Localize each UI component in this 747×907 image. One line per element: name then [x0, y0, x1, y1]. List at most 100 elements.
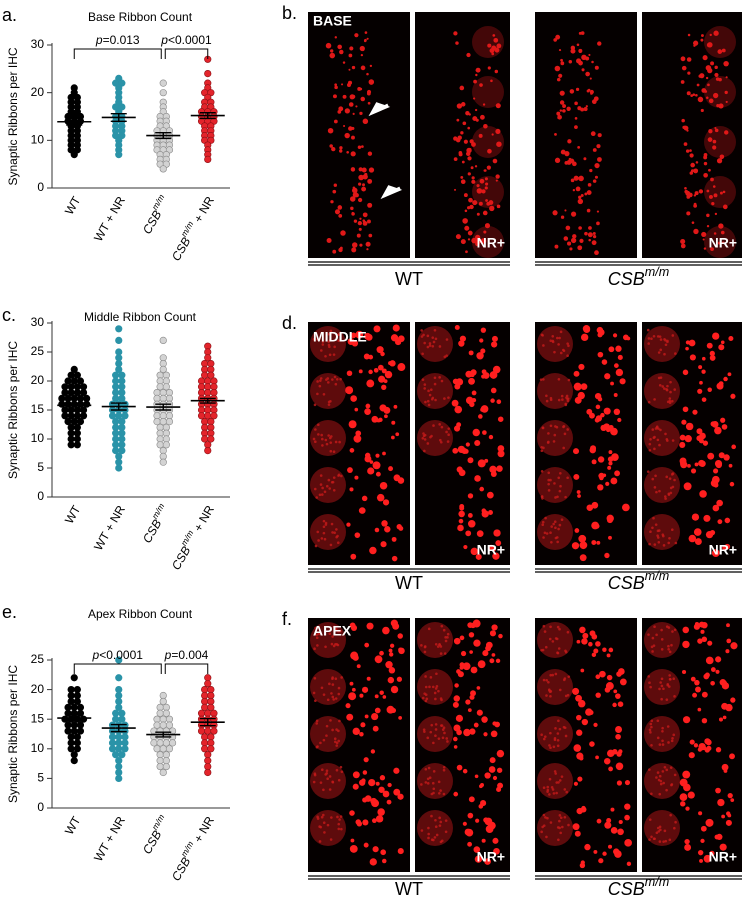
ribbon-dot: [715, 656, 722, 663]
puncta: [554, 772, 558, 775]
ribbon-dot: [578, 534, 587, 543]
ribbon-dot: [344, 108, 350, 114]
text-run: <0.0001: [99, 648, 143, 662]
ribbon-dot: [484, 177, 488, 181]
ribbon-dot: [474, 475, 481, 482]
ribbon-dot: [685, 149, 690, 153]
ribbon-dot: [622, 503, 630, 512]
ribbon-dot: [573, 448, 580, 455]
puncta: [549, 625, 552, 629]
ribbon-dot: [583, 107, 588, 112]
ribbon-dot: [482, 650, 489, 657]
puncta: [438, 791, 441, 795]
puncta: [657, 778, 661, 782]
x-tick-label: WT: [62, 194, 84, 218]
ribbon-dot: [707, 137, 713, 142]
ribbon-dot: [478, 201, 483, 206]
puncta: [554, 727, 557, 730]
puncta: [338, 440, 341, 444]
ribbon-dot: [378, 375, 386, 383]
puncta: [667, 644, 670, 648]
puncta: [337, 822, 341, 826]
puncta: [551, 334, 555, 338]
puncta: [553, 482, 556, 485]
puncta: [338, 818, 341, 821]
significance-bracket: [73, 48, 162, 59]
ribbon-dot: [619, 678, 627, 686]
puncta: [548, 744, 551, 747]
ribbon-dot: [580, 107, 585, 112]
ribbon-dot: [594, 65, 599, 70]
ribbon-dot: [682, 770, 691, 779]
x-tick-label: WT + NR: [91, 814, 128, 864]
ribbon-dot: [348, 126, 353, 131]
puncta: [558, 489, 562, 493]
ribbon-dot: [729, 481, 735, 487]
ribbon-dot: [349, 46, 354, 51]
puncta: [668, 677, 672, 681]
ribbon-dot: [576, 490, 581, 494]
ribbon-dot: [712, 504, 720, 512]
puncta: [658, 825, 662, 829]
puncta: [659, 428, 662, 432]
ribbon-dot: [697, 388, 703, 394]
ribbon-dot: [366, 219, 371, 224]
ribbon-dot: [568, 157, 572, 161]
text-run: CSB: [608, 879, 645, 899]
ribbon-dot: [589, 741, 595, 747]
ribbon-dot: [497, 450, 505, 458]
ribbon-dot: [708, 98, 714, 104]
ribbon-dot: [715, 77, 720, 81]
puncta: [434, 687, 438, 690]
puncta: [647, 337, 651, 340]
puncta: [663, 387, 666, 390]
y-tick-label: 25: [31, 344, 45, 358]
ribbon-dot: [460, 131, 464, 135]
data-point: [79, 389, 88, 397]
puncta: [424, 767, 428, 771]
puncta: [427, 832, 430, 836]
significance-bracket: [164, 663, 209, 674]
data-point: [204, 69, 212, 78]
ribbon-dot: [393, 788, 401, 796]
ribbon-dot: [367, 467, 375, 475]
ribbon-dot: [691, 221, 695, 224]
puncta: [428, 344, 432, 347]
puncta: [556, 540, 559, 544]
puncta: [566, 354, 569, 357]
ribbon-dot: [684, 844, 692, 851]
puncta: [673, 695, 676, 698]
puncta: [337, 686, 341, 690]
ribbon-dot: [689, 739, 695, 745]
ribbon-dot: [697, 96, 704, 103]
puncta: [556, 495, 559, 499]
ribbon-dot: [566, 159, 572, 165]
ribbon-dot: [682, 369, 689, 376]
data-point: [67, 739, 75, 747]
ribbon-dot: [599, 670, 606, 678]
puncta: [648, 768, 651, 771]
ribbon-dot: [572, 189, 576, 192]
puncta: [649, 731, 652, 734]
puncta: [652, 837, 656, 840]
data-point: [70, 757, 78, 765]
ribbon-dot: [396, 524, 402, 530]
ribbon-dot: [725, 100, 728, 104]
ribbon-dot: [557, 114, 562, 120]
puncta: [332, 625, 336, 629]
ribbon-dot: [490, 398, 495, 403]
ribbon-dot: [350, 838, 355, 843]
ribbon-dot: [484, 772, 491, 779]
puncta: [663, 352, 666, 356]
ribbon-dot: [463, 728, 471, 737]
x-tick-label: CSBm/m: [137, 813, 172, 857]
ribbon-dot: [355, 105, 358, 108]
puncta: [316, 817, 320, 820]
ribbon-dot: [458, 151, 463, 155]
puncta: [664, 497, 667, 500]
ribbon-dot: [709, 850, 715, 856]
puncta: [420, 335, 424, 338]
data-point: [153, 721, 161, 729]
data-point: [115, 733, 123, 741]
data-point: [115, 336, 123, 345]
